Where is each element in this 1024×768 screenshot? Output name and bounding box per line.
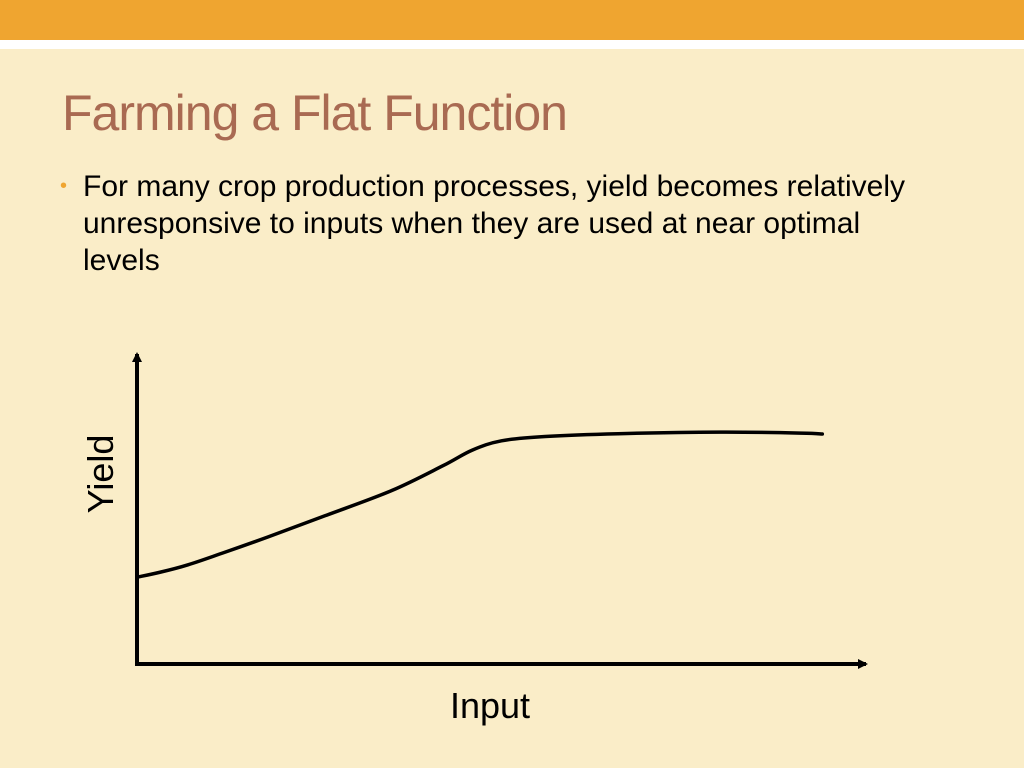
accent-band-separator [0, 40, 1024, 49]
bullet-list: • For many crop production processes, yi… [60, 168, 940, 279]
bullet-dot-icon: • [60, 175, 68, 197]
y-axis-label: Yield [80, 435, 121, 514]
bullet-text: For many crop production processes, yiel… [83, 170, 906, 277]
x-axis-label: Input [450, 685, 530, 726]
bullet-item: • For many crop production processes, yi… [60, 168, 940, 279]
top-accent-band [0, 0, 1024, 40]
yield-response-curve [135, 430, 825, 579]
slide-title: Farming a Flat Function [62, 85, 568, 141]
